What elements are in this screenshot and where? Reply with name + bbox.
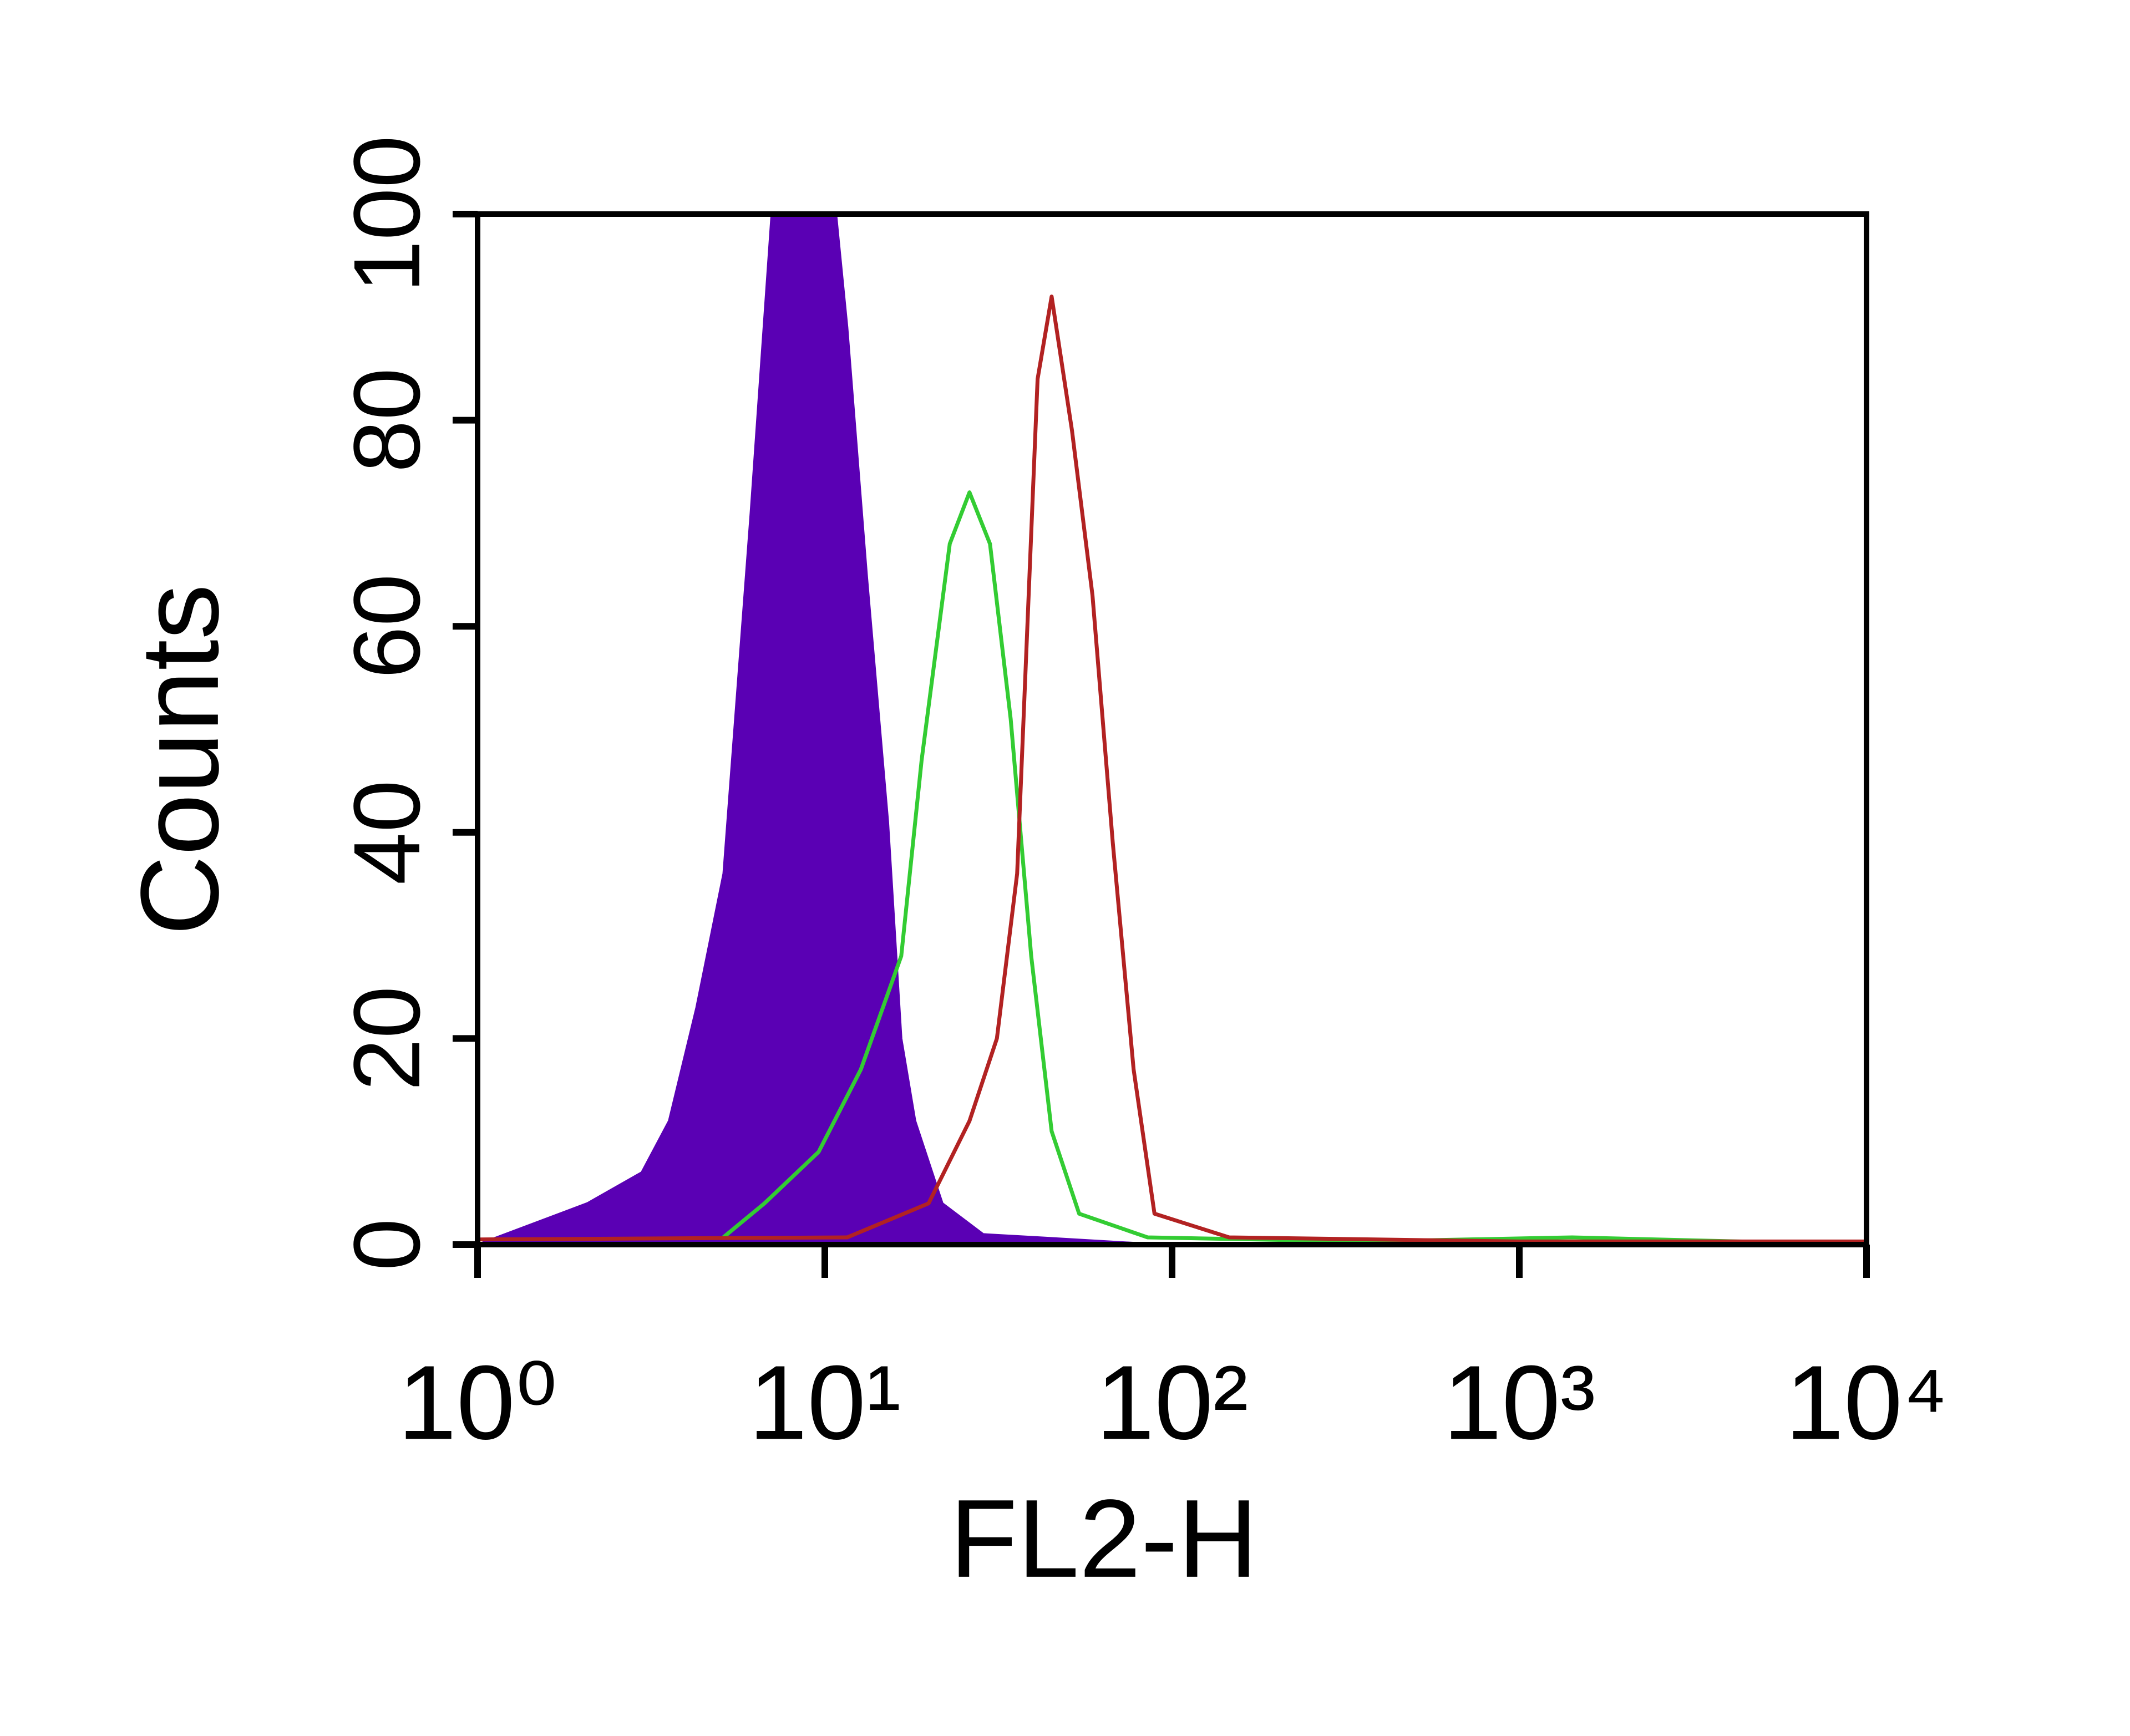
y-tick-label: 100 — [334, 135, 440, 293]
histogram-line — [478, 295, 1867, 1243]
y-axis-label: Counts — [118, 584, 242, 936]
y-tick-label: 40 — [334, 780, 440, 885]
filled-histogram — [478, 214, 1163, 1245]
y-tick-label: 80 — [334, 368, 440, 473]
x-tick-label: 10² — [1096, 1344, 1249, 1461]
x-tick-label: 10⁴ — [1786, 1344, 1948, 1461]
y-tick-label: 60 — [334, 574, 440, 679]
x-axis-label: FL2-H — [950, 1477, 1258, 1601]
x-tick-label: 10⁰ — [398, 1344, 557, 1461]
y-tick-label: 0 — [334, 1219, 440, 1271]
histogram-line — [722, 490, 1867, 1245]
x-tick-label: 10³ — [1443, 1344, 1596, 1461]
x-tick-label: 10¹ — [749, 1344, 901, 1461]
plot-area — [478, 214, 1867, 1245]
y-tick-label: 20 — [334, 986, 440, 1091]
